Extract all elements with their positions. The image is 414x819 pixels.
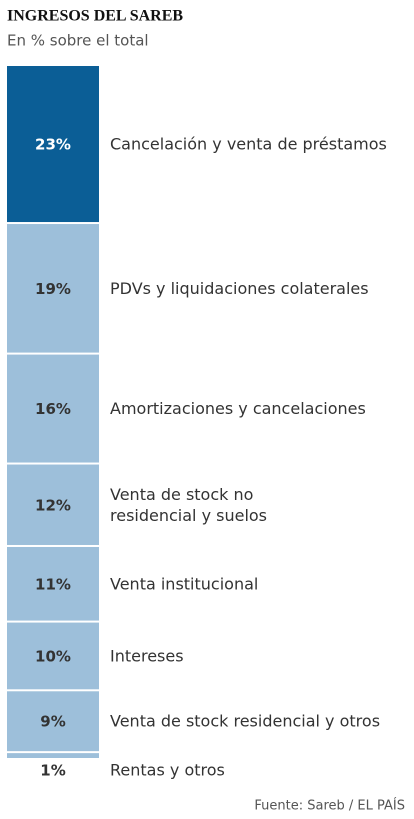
value-label: 23% [35,136,71,154]
chart-title: INGRESOS DEL SAREB [7,8,183,25]
segment [7,464,99,545]
category-label: PDVs y liquidaciones colaterales [110,279,369,298]
segment [7,224,99,353]
value-label: 19% [35,280,71,298]
chart-subtitle: En % sobre el total [7,32,149,50]
category-label: Cancelación y venta de préstamos [110,135,387,154]
segment [7,753,99,758]
category-label: Amortizaciones y cancelaciones [110,399,366,418]
value-label: 16% [35,400,71,418]
source: Fuente: Sareb / EL PAÍS [254,798,405,814]
value-label: 11% [35,575,71,593]
segment [7,546,99,621]
category-label: Rentas y otros [110,761,225,780]
value-label: 1% [40,762,65,780]
category-label: Intereses [110,646,184,665]
category-label: residencial y suelos [110,506,267,525]
value-label: 12% [35,496,71,514]
value-label: 9% [40,713,65,731]
category-label: Venta de stock no [110,485,253,504]
segment [7,66,99,223]
category-label: Venta institucional [110,574,258,593]
category-label: Venta de stock residencial y otros [110,712,380,731]
segment [7,354,99,463]
segment [7,622,99,690]
value-label: 10% [35,647,71,665]
segment [7,691,99,752]
